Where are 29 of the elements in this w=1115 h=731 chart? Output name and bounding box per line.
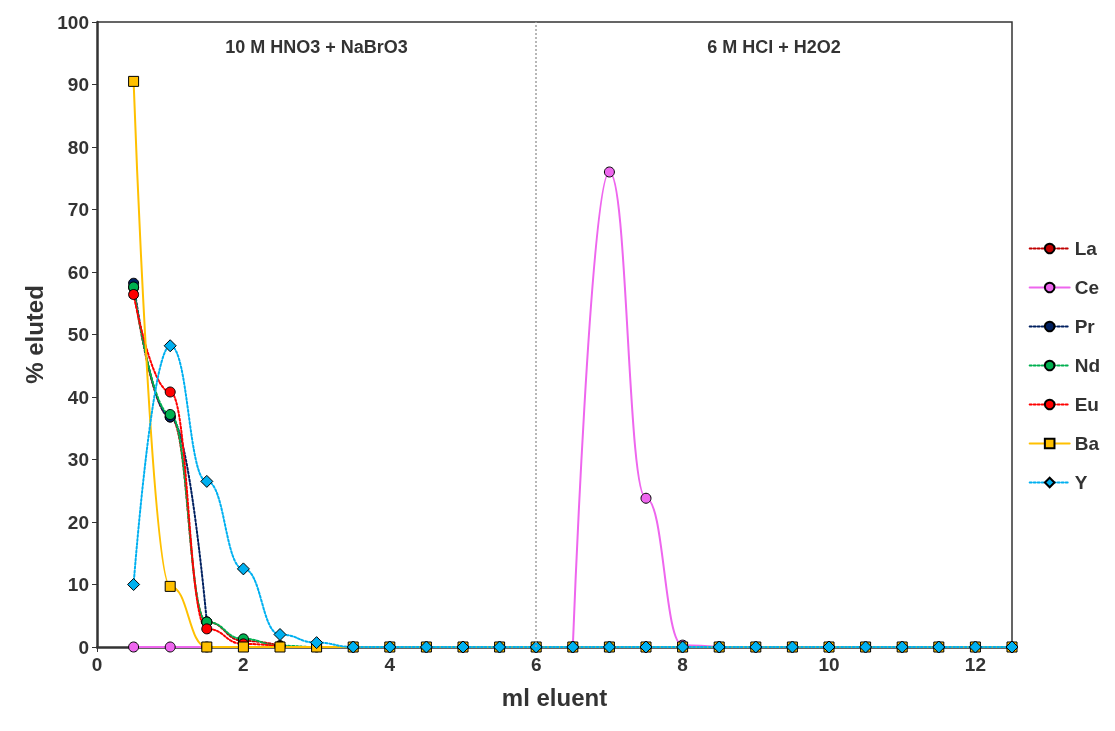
y-tick-label: 40 <box>67 386 89 408</box>
y-tick-label: 0 <box>78 636 89 658</box>
legend-label: Ba <box>1074 433 1100 454</box>
legend-label: La <box>1074 238 1098 259</box>
legend-label: Pr <box>1074 316 1096 337</box>
x-tick-label: 8 <box>677 654 688 675</box>
annotation: 10 M HNO3 + NaBrO3 <box>225 37 408 57</box>
y-tick-label: 80 <box>67 136 89 158</box>
y-tick-label: 50 <box>67 324 89 345</box>
x-tick-label: 4 <box>384 654 396 675</box>
y-tick-label: 70 <box>67 199 89 220</box>
x-tick-label: 6 <box>530 654 542 675</box>
y-tick-label: 90 <box>67 74 89 95</box>
y-tick-label: 30 <box>67 449 89 470</box>
y-tick-label: 100 <box>57 11 89 33</box>
annotation: 6 M HCl + H2O2 <box>707 37 841 57</box>
x-axis-title: ml eluent <box>501 683 608 711</box>
y-tick-label: 10 <box>67 574 89 595</box>
y-axis-title: % eluted <box>20 285 48 384</box>
x-tick-label: 0 <box>91 654 103 675</box>
legend-label: Nd <box>1074 355 1100 376</box>
x-tick-label: 10 <box>818 654 840 675</box>
legend-label: Eu <box>1074 394 1099 415</box>
y-tick-label: 60 <box>67 261 89 283</box>
x-tick-label: 12 <box>964 654 986 675</box>
y-tick-label: 20 <box>67 511 89 533</box>
legend-label: Y <box>1074 472 1088 493</box>
legend-label: Ce <box>1074 277 1099 298</box>
x-tick-label: 2 <box>238 654 249 675</box>
